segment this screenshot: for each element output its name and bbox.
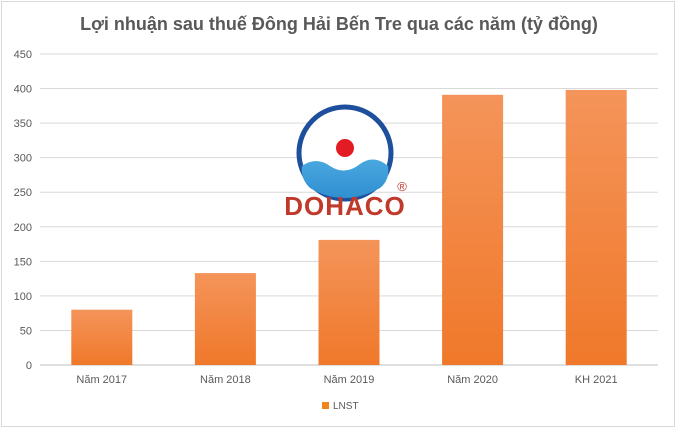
x-tick-label: Năm 2020	[447, 374, 498, 386]
y-tick-label: 150	[14, 256, 32, 268]
y-tick-label: 300	[14, 153, 32, 165]
y-tick-label: 400	[14, 84, 32, 96]
logo-registered-mark: ®	[397, 179, 407, 194]
legend: LNST	[322, 401, 359, 412]
logo-wave-icon	[301, 159, 389, 198]
logo-text: DOHACO	[284, 191, 406, 221]
chart-title: Lợi nhuận sau thuế Đông Hải Bến Tre qua …	[80, 14, 598, 34]
x-tick-label: Năm 2017	[76, 374, 127, 386]
legend-swatch	[322, 402, 329, 409]
y-tick-label: 0	[26, 360, 32, 372]
x-tick-label: Năm 2019	[324, 374, 375, 386]
y-tick-label: 50	[20, 325, 32, 337]
dohaco-logo: DOHACO ®	[284, 104, 407, 221]
y-tick-label: 450	[14, 49, 32, 61]
bar	[442, 94, 504, 365]
legend-label: LNST	[333, 401, 359, 412]
y-tick-label: 200	[14, 222, 32, 234]
x-tick-label: Năm 2018	[200, 374, 251, 386]
bar	[565, 89, 627, 365]
bar	[318, 239, 380, 365]
y-tick-label: 250	[14, 187, 32, 199]
y-tick-label: 100	[14, 291, 32, 303]
bar	[71, 309, 133, 365]
x-tick-label: KH 2021	[575, 374, 618, 386]
y-tick-label: 350	[14, 118, 32, 130]
bar	[194, 273, 256, 365]
logo-sun-icon	[336, 139, 354, 157]
